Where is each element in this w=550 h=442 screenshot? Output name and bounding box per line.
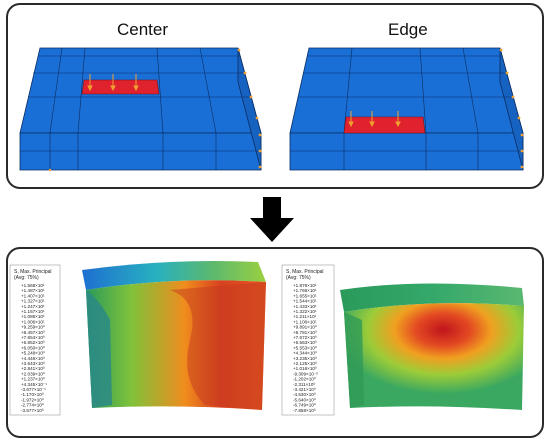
legend-2-value: -7.858×10⁰ <box>293 408 316 413</box>
legend-1-value: +5.248×10⁰ <box>21 351 45 356</box>
legend-2-value: +1.433×10¹ <box>293 304 317 309</box>
legend-1-value: +1.327×10¹ <box>21 299 45 304</box>
legend-1-value: -1.972×10⁰ <box>21 397 44 402</box>
edge-title: Edge <box>388 20 428 39</box>
legend-2-value: +5.553×10⁰ <box>293 345 317 350</box>
legend-2-value: -6.749×10⁰ <box>293 403 316 408</box>
legend-1-value: +3.643×10⁰ <box>21 361 45 366</box>
legend-2-value: -3.421×10⁰ <box>293 387 316 392</box>
legend-1-value: +4.446×10⁰ <box>21 356 45 361</box>
legend-2-value: +1.322×10¹ <box>293 309 317 314</box>
legend-1-value: +6.852×10⁰ <box>21 340 45 345</box>
down-arrow <box>250 197 294 242</box>
legend-2-value: -1.202×10⁰ <box>293 377 316 382</box>
legend-2-value: -4.530×10⁰ <box>293 392 316 397</box>
center-model-side-face <box>237 47 262 171</box>
legend-2-value: -5.640×10⁰ <box>293 397 316 402</box>
legend-2-box <box>281 264 335 416</box>
legend-2-value: +1.876×10¹ <box>293 283 317 288</box>
legend-1-value: +1.407×10¹ <box>21 293 45 298</box>
legend-2-value: -2.311×10⁰ <box>293 382 315 387</box>
legend-1-value: +2.841×10⁰ <box>21 366 45 371</box>
legend-2-value: +7.672×10⁰ <box>293 335 317 340</box>
legend-1-value: +1.086×10¹ <box>21 314 45 319</box>
legend-1-box <box>9 264 61 416</box>
center-model <box>19 47 262 172</box>
legend-1-value: +7.654×10⁰ <box>21 335 45 340</box>
legend-2-value: +3.235×10⁰ <box>293 356 317 361</box>
center-result-model <box>82 261 266 410</box>
legend-2: S, Max. Principal (Avg: 75%) +1.876×10¹+… <box>281 264 335 416</box>
legend-1-value: +1.487×10¹ <box>21 288 45 293</box>
legend-1-value: +9.259×10⁰ <box>21 325 45 330</box>
legend-2-value: +9.891×10⁰ <box>293 325 317 330</box>
edge-result-model <box>340 283 524 410</box>
legend-2-value: +8.781×10⁰ <box>293 330 317 335</box>
edge-load-arrows <box>348 111 401 128</box>
legend-1-value: +1.167×10¹ <box>21 309 45 314</box>
legend-1-value: +1.247×10¹ <box>21 304 45 309</box>
legend-2-value: +6.563×10⁰ <box>293 340 317 345</box>
legend-1-subtitle: (Avg: 75%) <box>14 275 39 281</box>
legend-1-value: +4.345×10⁻¹ <box>21 382 47 387</box>
legend-1-value: +1.006×10¹ <box>21 319 45 324</box>
legend-2-value: +4.344×10⁰ <box>293 351 317 356</box>
legend-2-value: +1.544×10¹ <box>293 299 317 304</box>
result-panel <box>6 247 544 438</box>
legend-2-value: -9.309×10⁻² <box>293 371 318 376</box>
edge-load-area <box>343 116 426 134</box>
edge-boundary-markers <box>499 48 524 169</box>
legend-1-value: -3.577×10⁰ <box>21 408 44 413</box>
legend-1-title: S, Max. Principal <box>14 269 52 275</box>
center-load-arrows <box>87 74 139 92</box>
edge-model <box>289 47 524 171</box>
legend-2-subtitle: (Avg: 75%) <box>286 275 311 281</box>
legend-1: S, Max. Principal (Avg: 75%) +1.568×10¹+… <box>9 264 61 416</box>
legend-2-title: S, Max. Principal <box>286 269 324 275</box>
legend-1-value: -1.170×10⁰ <box>21 392 44 397</box>
legend-2-value: +1.211×10¹ <box>293 314 317 319</box>
legend-1-value: -3.677×10⁻¹ <box>21 387 46 392</box>
legend-2-value: +2.125×10⁰ <box>293 361 317 366</box>
legend-1-value: +1.237×10⁰ <box>21 377 45 382</box>
legend-2-value: +1.100×10¹ <box>293 319 317 324</box>
legend-1-value: +6.050×10⁰ <box>21 345 45 350</box>
legend-1-value: +8.457×10⁰ <box>21 330 45 335</box>
edge-model-side-face <box>499 47 524 171</box>
legend-2-value: +1.655×10¹ <box>293 293 317 298</box>
center-boundary-markers <box>48 48 262 172</box>
center-title: Center <box>117 20 169 39</box>
center-load-area <box>81 79 160 95</box>
legend-2-value: +1.016×10⁰ <box>293 366 317 371</box>
legend-1-value: -2.774×10⁰ <box>21 403 44 408</box>
legend-1-value: +2.039×10⁰ <box>21 371 45 376</box>
legend-1-value: +1.568×10¹ <box>21 283 45 288</box>
legend-2-value: +1.766×10¹ <box>293 288 317 293</box>
